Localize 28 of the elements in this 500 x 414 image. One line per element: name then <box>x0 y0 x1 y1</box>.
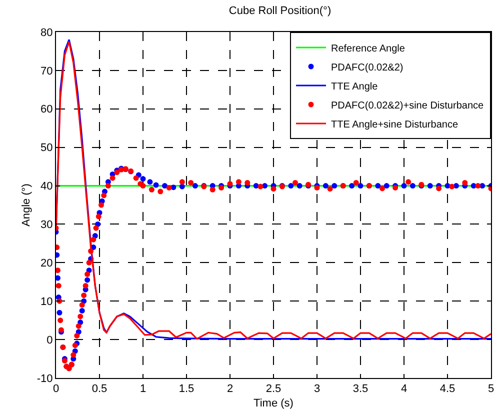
x-tick-label: 4 <box>400 383 408 396</box>
x-tick-label: 2 <box>226 383 234 396</box>
chart-title: Cube Roll Position(°) <box>228 4 332 17</box>
legend-label: PDAFC(0.02&2) <box>331 62 404 74</box>
y-axis-title: Angle (°) <box>20 184 33 226</box>
y-tick-label: 50 <box>40 142 53 154</box>
y-tick-label: 30 <box>40 219 53 232</box>
legend-label: TTE Angle <box>331 81 378 92</box>
x-tick-label: 4.5 <box>440 383 456 396</box>
x-tick-label: 1.5 <box>178 383 194 396</box>
y-tick-label: -10 <box>36 372 53 385</box>
x-tick-label: 3.5 <box>352 383 368 396</box>
y-tick-label: 80 <box>40 26 53 39</box>
legend-label: Reference Angle <box>331 43 406 54</box>
x-tick-label: 2.5 <box>266 383 282 396</box>
x-tick-label: 5 <box>488 383 494 396</box>
y-tick-label: 10 <box>40 296 53 308</box>
legend-label: PDAFC(0.02&2)+sine Disturbance <box>331 100 484 112</box>
y-tick-label: 20 <box>40 258 53 270</box>
x-tick-label: 0.5 <box>92 383 108 396</box>
y-tick-label: 60 <box>40 104 53 116</box>
x-tick-label: 1 <box>140 383 146 396</box>
y-tick-label: 40 <box>40 180 53 193</box>
x-axis-title: Time (s) <box>254 397 294 410</box>
x-tick-label: 3 <box>314 383 320 396</box>
legend-label: TTE Angle+sine Disturbance <box>331 119 458 130</box>
y-tick-label: 70 <box>40 65 53 78</box>
y-tick-label: 0 <box>46 334 53 346</box>
